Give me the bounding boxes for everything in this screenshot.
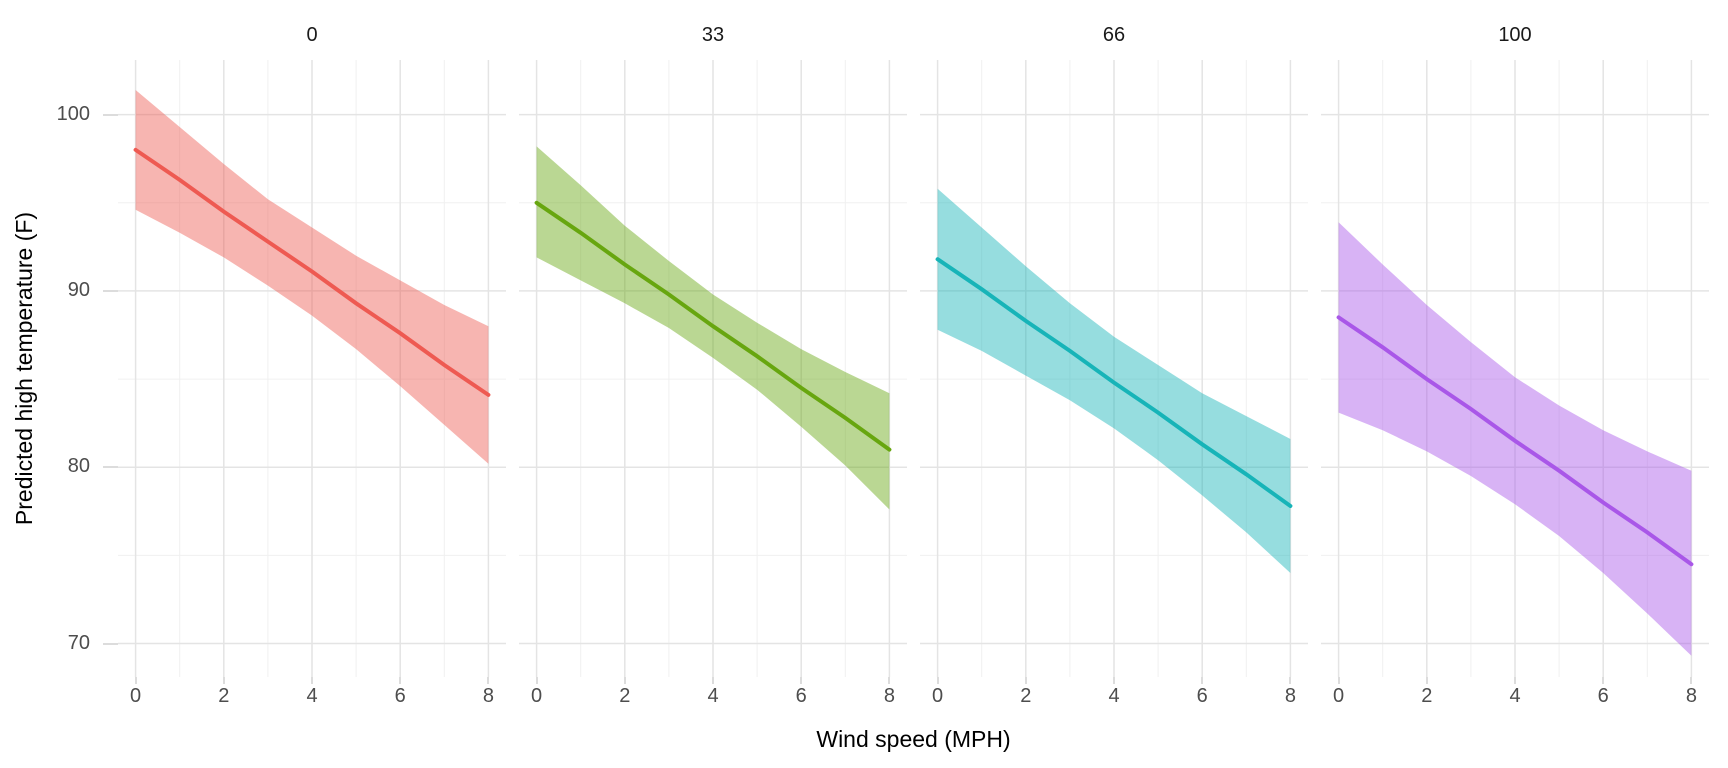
x-tick-row: 0 2 4 6 8 (1321, 677, 1709, 713)
grid-minor (118, 60, 506, 677)
facet-strip-label: 100 (1498, 23, 1532, 46)
x-tick-row: 0 2 4 6 8 (519, 677, 907, 713)
x-tick-mark (712, 677, 714, 684)
regression-line (935, 257, 1293, 508)
x-tick-label: 6 (1597, 685, 1609, 707)
confidence-ribbon (135, 90, 489, 464)
x-tick-row: 0 2 4 6 8 (920, 677, 1308, 713)
grid-major (920, 60, 1308, 677)
x-tick-label: 8 (1284, 685, 1296, 707)
plot-area (519, 60, 907, 677)
x-tick-label: 0 (1333, 685, 1345, 707)
x-tick-mark (1337, 677, 1340, 684)
x-tick-label: 6 (1196, 685, 1208, 707)
y-tick-label: 90 (67, 278, 90, 301)
x-tick-mark (311, 677, 313, 684)
x-tick-label: 2 (1421, 685, 1433, 707)
x-tick-mark (1201, 677, 1204, 684)
x-tick-label: 8 (1685, 685, 1697, 707)
x-tick-label: 4 (1509, 685, 1521, 707)
regression-line (1336, 315, 1694, 567)
x-tick-row: 0 2 4 6 8 (118, 677, 506, 713)
x-tick-mark (1690, 677, 1693, 684)
x-tick-mark (800, 677, 803, 684)
grid-minor (1321, 60, 1709, 677)
x-tick-label: 4 (306, 685, 318, 707)
x-tick-mark (888, 677, 891, 684)
x-tick-mark (1113, 677, 1115, 684)
y-tick-mark (103, 113, 118, 116)
x-tick-mark (399, 677, 402, 684)
grid-major (118, 60, 506, 677)
facet-panel-0: 0 0 2 4 6 8 (118, 10, 506, 713)
grid-minor (920, 60, 1308, 677)
facet-panel-66: 66 0 2 4 6 8 (920, 10, 1308, 713)
x-tick-mark (535, 677, 538, 684)
grid-major (1321, 60, 1709, 677)
x-tick-mark (936, 677, 939, 684)
x-tick-label: 0 (531, 685, 543, 707)
regression-line (133, 147, 491, 397)
grid-major (519, 60, 907, 677)
plot-area (1321, 60, 1709, 677)
x-tick-mark (222, 677, 225, 684)
panels: 0 0 2 4 6 8 33 0 2 4 6 8 66 0 2 4 6 8 100 0 2 4 6 8 (118, 10, 1709, 713)
x-tick-mark (1514, 677, 1516, 684)
x-tick-mark (487, 677, 490, 684)
y-tick-label: 100 (56, 102, 90, 125)
x-tick-label: 8 (883, 685, 895, 707)
facet-panel-33: 33 0 2 4 6 8 (519, 10, 907, 713)
x-axis-title: Wind speed (MPH) (816, 726, 1011, 752)
facet-strip-label: 66 (1102, 23, 1126, 46)
x-tick-label: 0 (932, 685, 944, 707)
x-tick-mark (1425, 677, 1428, 684)
x-tick-label: 4 (1108, 685, 1120, 707)
x-tick-mark (1024, 677, 1027, 684)
y-tick-label: 70 (67, 631, 90, 654)
x-tick-label: 6 (394, 685, 406, 707)
x-tick-label: 6 (795, 685, 807, 707)
plot-area (920, 60, 1308, 677)
y-tick-mark (103, 466, 118, 469)
y-tick-mark (103, 642, 118, 645)
x-tick-label: 2 (218, 685, 230, 707)
plot-area (118, 60, 506, 677)
x-tick-mark (134, 677, 137, 684)
x-tick-label: 2 (1020, 685, 1032, 707)
y-tick-mark (103, 289, 118, 292)
x-tick-label: 4 (707, 685, 719, 707)
facet-panel-100: 100 0 2 4 6 8 (1321, 10, 1709, 713)
facet-strip-label: 33 (701, 23, 725, 46)
x-tick-label: 2 (619, 685, 631, 707)
x-tick-mark (1289, 677, 1292, 684)
x-tick-label: 0 (130, 685, 142, 707)
y-axis-title-wrap: Predicted high temperature (F) (0, 60, 50, 677)
y-tick-label: 80 (67, 455, 90, 478)
x-tick-label: 8 (482, 685, 494, 707)
x-tick-mark (623, 677, 626, 684)
facet-strip-label: 0 (306, 23, 318, 46)
regression-line (534, 200, 892, 452)
x-tick-mark (1602, 677, 1605, 684)
